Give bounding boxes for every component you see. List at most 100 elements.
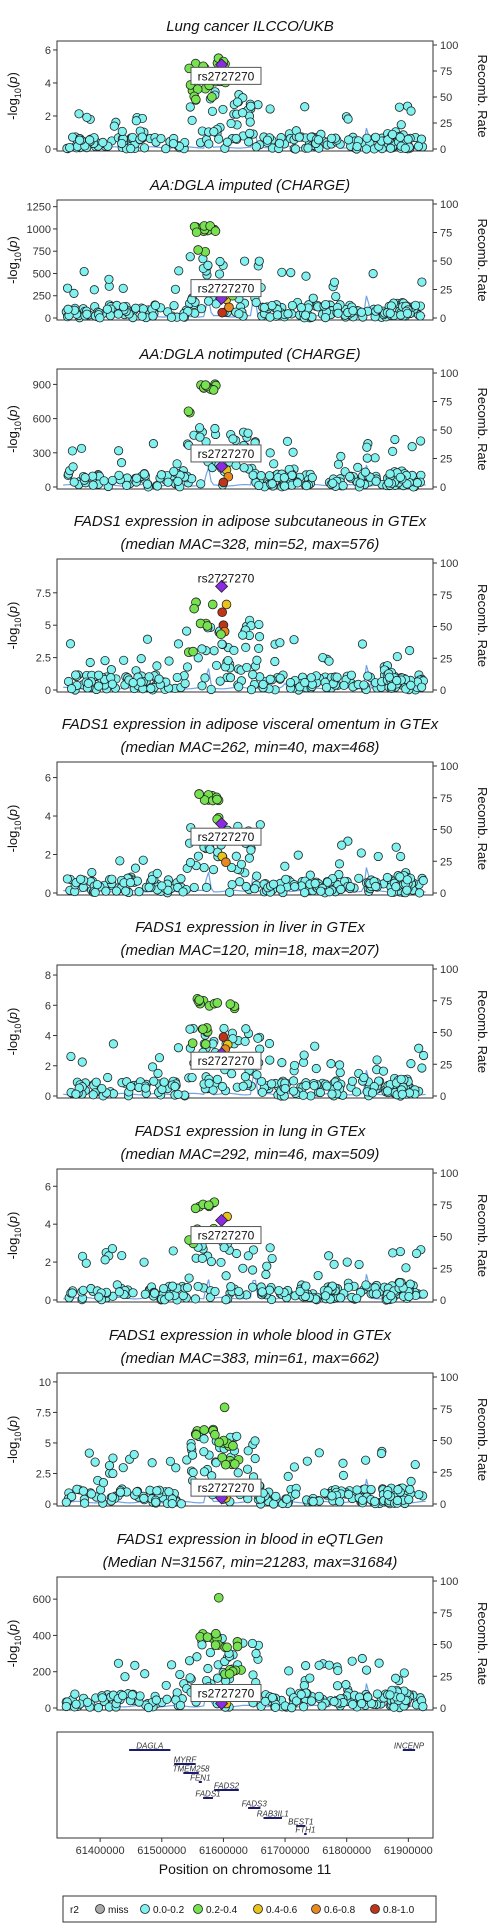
snp-point [144, 882, 154, 892]
recomb-axis-label: Recomb. Rate [475, 1602, 490, 1685]
snp-point [214, 134, 224, 144]
snp-point [223, 655, 233, 666]
snp-point [221, 599, 232, 610]
panel-1: Lung cancer ILCCO/UKB 0 2 4 6 0 25 50 75 100 -log1… [5, 18, 490, 156]
snp-point [156, 133, 166, 144]
recomb-tick-label: 50 [440, 92, 452, 104]
snp-point [316, 886, 326, 896]
y-tick-label: 0 [45, 313, 51, 325]
snp-point [301, 1281, 311, 1291]
snp-point [251, 1648, 261, 1659]
snp-point [228, 1440, 238, 1451]
recomb-tick-label: 0 [440, 1091, 446, 1103]
snp-point [71, 1699, 81, 1709]
snp-point [271, 1491, 281, 1501]
snp-point [251, 142, 261, 152]
snp-point [77, 1057, 87, 1067]
snp-point [148, 311, 158, 321]
snp-point [69, 477, 79, 487]
snp-point [249, 884, 260, 894]
snp-point [227, 879, 237, 890]
snp-point [245, 117, 255, 127]
snp-point [417, 1063, 427, 1073]
snp-point [191, 227, 202, 238]
snp-point [392, 651, 402, 662]
gene-label: FADS1 [195, 1790, 220, 1799]
y-tick-label: 500 [33, 268, 51, 280]
snp-point [89, 285, 99, 295]
snp-point [178, 1290, 188, 1301]
snp-point [127, 1690, 137, 1700]
legend-title: r2 [70, 1905, 79, 1916]
snp-point [236, 859, 247, 869]
snp-point [243, 428, 253, 438]
y-axis-label: -log10(p) [5, 602, 23, 650]
snp-point [185, 1673, 195, 1683]
snp-point [219, 1242, 229, 1253]
snp-point [115, 856, 125, 866]
snp-point [334, 859, 345, 869]
snp-point [252, 871, 262, 881]
snp-point [402, 875, 412, 885]
snp-point [71, 670, 81, 680]
snp-point [362, 133, 372, 143]
snp-point [324, 1660, 334, 1670]
recomb-tick-label: 25 [440, 856, 452, 868]
legend-label: miss [108, 1905, 129, 1916]
snp-point [208, 1085, 218, 1095]
y-tick-label: 0 [45, 1499, 51, 1511]
snp-point [176, 874, 186, 884]
snp-point [114, 446, 124, 456]
snp-point [185, 102, 195, 112]
snp-point [178, 887, 188, 897]
snp-point [329, 277, 340, 287]
snp-point [218, 104, 228, 115]
snp-point [62, 283, 73, 293]
snp-point [414, 888, 425, 898]
snp-point [211, 1628, 221, 1639]
lead-snp-label: rs2727270 [198, 1481, 255, 1495]
snp-point [199, 862, 209, 873]
recomb-tick-label: 75 [440, 1608, 452, 1620]
snp-point [265, 448, 275, 458]
snp-point [242, 662, 252, 673]
snp-point [309, 1081, 319, 1091]
snp-point [327, 133, 337, 143]
snp-point [320, 1291, 331, 1301]
snp-point [396, 851, 406, 862]
snp-point [334, 869, 344, 880]
snp-point [210, 1640, 221, 1650]
snp-point [352, 141, 362, 152]
snp-point [176, 1499, 186, 1509]
snp-point [199, 1467, 210, 1477]
y-tick-label: 2 [45, 111, 51, 123]
recomb-tick-label: 100 [440, 1372, 458, 1384]
legend-swatch [193, 1904, 203, 1914]
snp-point [333, 459, 344, 470]
snp-point [234, 309, 244, 319]
snp-point [219, 1402, 230, 1413]
snp-point [301, 271, 311, 281]
snp-point [217, 307, 227, 318]
snp-point [267, 1079, 277, 1089]
snp-point [399, 1668, 409, 1678]
recomb-tick-label: 100 [440, 368, 458, 380]
snp-point [148, 1062, 158, 1072]
x-tick-label: 61600000 [199, 1845, 248, 1857]
snp-point [248, 470, 258, 480]
snp-point [147, 1458, 157, 1468]
snp-point [79, 266, 89, 277]
panel-title: FADS1 expression in adipose subcutaneous… [74, 513, 427, 530]
snp-point [205, 1647, 216, 1658]
snp-point [361, 1665, 372, 1675]
snp-point [62, 874, 72, 884]
snp-point [283, 1471, 293, 1481]
snp-point [101, 886, 111, 896]
snp-point [188, 1467, 198, 1478]
snp-point [161, 144, 171, 154]
snp-point [268, 879, 279, 889]
snp-point [336, 451, 346, 462]
recomb-tick-label: 50 [440, 1232, 452, 1244]
snp-point [301, 1661, 311, 1671]
